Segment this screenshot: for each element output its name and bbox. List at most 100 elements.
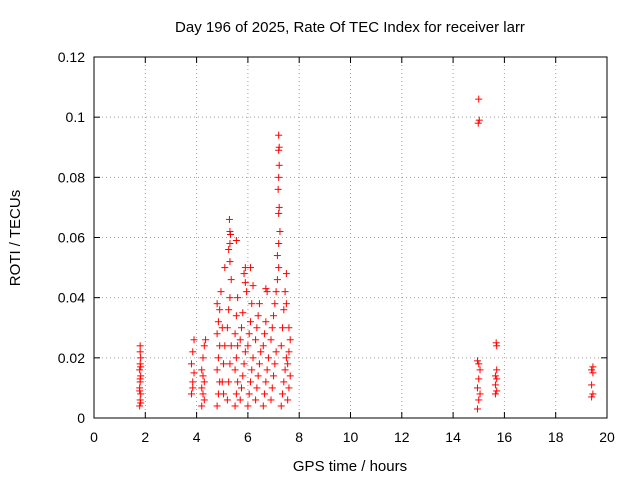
data-point	[588, 366, 596, 374]
data-point	[244, 342, 252, 350]
x-tick-label: 20	[599, 429, 615, 445]
data-point	[223, 396, 231, 404]
data-point	[232, 312, 240, 320]
data-point	[214, 354, 222, 362]
data-point	[281, 288, 289, 296]
data-point	[199, 372, 207, 380]
data-point	[263, 366, 271, 374]
data-point	[279, 324, 287, 332]
x-tick-label: 16	[497, 429, 513, 445]
data-point	[474, 119, 482, 127]
data-point	[246, 264, 254, 272]
data-point	[492, 339, 500, 347]
data-point	[491, 390, 499, 398]
data-point	[231, 330, 239, 338]
data-point	[262, 318, 270, 326]
data-point	[217, 288, 225, 296]
data-point	[202, 336, 210, 344]
data-point	[137, 354, 145, 362]
data-point	[276, 227, 284, 235]
y-tick-label: 0.06	[58, 230, 85, 246]
data-point	[226, 360, 234, 368]
data-point	[240, 360, 248, 368]
data-point	[275, 240, 283, 248]
x-tick-label: 6	[244, 429, 252, 445]
data-point	[277, 342, 285, 350]
data-point	[286, 372, 294, 380]
data-point	[589, 369, 597, 377]
data-point	[254, 312, 262, 320]
data-point	[475, 95, 483, 103]
data-point	[268, 324, 276, 332]
data-point	[475, 116, 483, 124]
data-point	[285, 348, 293, 356]
x-tick-label: 2	[141, 429, 149, 445]
data-point	[274, 185, 282, 193]
data-point	[285, 324, 293, 332]
data-point	[280, 306, 288, 314]
data-point	[226, 230, 234, 238]
data-point	[198, 384, 206, 392]
data-point	[493, 375, 501, 383]
data-point	[136, 396, 144, 404]
y-tick-label: 0.1	[66, 109, 86, 125]
data-point	[136, 366, 144, 374]
data-point	[255, 300, 263, 308]
data-point	[255, 360, 263, 368]
data-point	[273, 252, 281, 260]
x-tick-label: 0	[90, 429, 98, 445]
data-point	[189, 348, 197, 356]
data-point	[225, 306, 233, 314]
data-point	[275, 209, 283, 217]
data-point	[231, 366, 239, 374]
data-point	[232, 237, 240, 245]
data-point	[267, 396, 275, 404]
data-point	[137, 399, 145, 407]
data-point	[491, 372, 499, 380]
data-point	[272, 288, 280, 296]
data-point	[136, 348, 144, 356]
y-tick-label: 0.12	[58, 49, 85, 65]
data-point	[275, 264, 283, 272]
data-point	[264, 354, 272, 362]
y-tick-label: 0.02	[58, 350, 85, 366]
data-point	[213, 402, 221, 410]
data-point	[491, 381, 499, 389]
data-point	[279, 390, 287, 398]
data-point	[476, 366, 484, 374]
data-point	[137, 390, 145, 398]
data-point	[282, 270, 290, 278]
data-point	[189, 384, 197, 392]
data-point	[282, 354, 290, 362]
data-point	[237, 384, 245, 392]
data-point	[226, 227, 234, 235]
data-point	[280, 378, 288, 386]
data-point	[136, 402, 144, 410]
data-point	[243, 288, 251, 296]
chart-title: Day 196 of 2025, Rate Of TEC Index for r…	[175, 19, 525, 36]
data-point	[493, 387, 501, 395]
data-point	[249, 282, 257, 290]
data-point	[199, 354, 207, 362]
data-point	[473, 384, 481, 392]
data-point	[221, 342, 229, 350]
data-point	[136, 342, 144, 350]
data-point	[198, 366, 206, 374]
data-point	[285, 384, 293, 392]
data-point	[136, 360, 144, 368]
data-point	[259, 342, 267, 350]
data-point	[232, 390, 240, 398]
data-point	[189, 378, 197, 386]
x-tick-label: 4	[193, 429, 201, 445]
data-point	[236, 396, 244, 404]
grid-lines	[94, 57, 607, 418]
data-point	[267, 336, 275, 344]
data-point	[246, 378, 254, 386]
data-point	[270, 312, 278, 320]
data-point	[213, 300, 221, 308]
data-point	[239, 309, 247, 317]
data-point	[473, 405, 481, 413]
data-point	[263, 288, 271, 296]
y-tick-label: 0.04	[58, 290, 85, 306]
